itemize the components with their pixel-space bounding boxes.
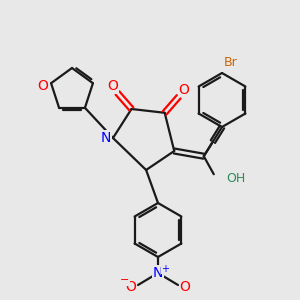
Text: O: O [126, 280, 136, 294]
Text: O: O [178, 83, 189, 97]
Text: O: O [38, 79, 49, 93]
Text: O: O [107, 79, 118, 93]
Text: −: − [120, 275, 130, 285]
Text: OH: OH [226, 172, 245, 185]
Text: Br: Br [224, 56, 238, 70]
Text: N: N [153, 266, 163, 280]
Text: +: + [161, 264, 169, 274]
Text: O: O [180, 280, 190, 294]
Text: N: N [101, 131, 111, 145]
